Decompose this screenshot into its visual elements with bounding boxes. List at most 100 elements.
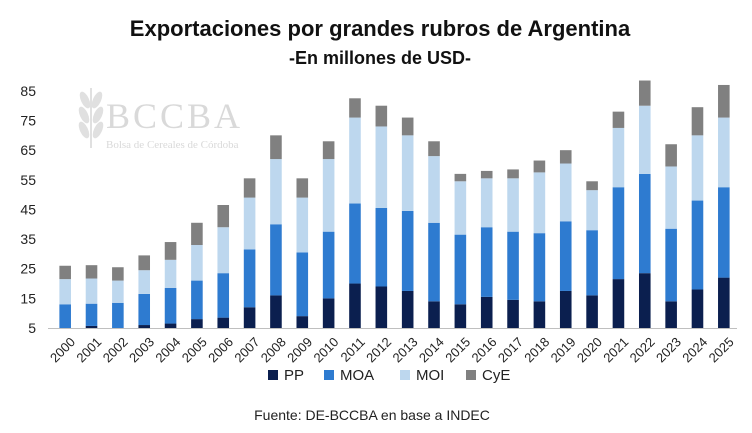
bar-moa-2018: [533, 233, 546, 302]
chart-subtitle: -En millones de USD-: [289, 48, 471, 68]
bar-moa-2003: [138, 293, 151, 326]
bar-cye-2008: [270, 135, 282, 160]
bar-moa-2002: [112, 302, 124, 328]
bar-moi-2009: [296, 197, 309, 253]
source-note: Fuente: DE-BCCBA en base a INDEC: [254, 407, 490, 423]
x-tick-label: 2024: [679, 334, 710, 365]
x-tick-label: 2015: [442, 334, 473, 365]
bar-moi-2016: [480, 178, 493, 228]
bar-cye-2012: [375, 105, 388, 127]
bar-moi-2003: [138, 270, 151, 294]
x-tick-label: 2001: [73, 334, 104, 365]
bar-moi-2023: [665, 166, 677, 229]
bar-moa-2008: [270, 224, 282, 296]
bar-moi-2017: [507, 178, 519, 232]
bar-moi-2014: [428, 156, 440, 223]
bar-moa-2005: [191, 280, 203, 320]
bars: [59, 80, 730, 328]
bar-pp-2008: [270, 295, 282, 328]
legend-label-moi: MOI: [416, 367, 444, 384]
x-tick-label: 2010: [310, 334, 341, 365]
legend-label-pp: PP: [284, 367, 304, 384]
bar-moa-2000: [59, 304, 71, 328]
bar-pp-2015: [454, 304, 467, 328]
bar-cye-2022: [638, 80, 651, 106]
bar-moi-2002: [112, 280, 124, 303]
y-tick-label: 15: [20, 290, 36, 306]
x-tick-label: 2004: [152, 334, 183, 365]
bar-cye-2007: [243, 178, 256, 198]
x-tick-label: 2003: [126, 334, 157, 365]
x-tick-label: 2017: [495, 334, 526, 365]
bar-cye-2009: [296, 178, 309, 198]
bar-moi-2024: [691, 135, 704, 201]
bar-cye-2013: [401, 117, 414, 136]
y-tick-label: 35: [20, 231, 36, 247]
bar-cye-2006: [217, 205, 230, 228]
bar-moa-2020: [586, 230, 598, 296]
bar-pp-2021: [612, 279, 625, 328]
bar-moi-2019: [559, 163, 572, 222]
bar-moi-2025: [718, 117, 730, 188]
bar-moi-2007: [243, 197, 256, 250]
bar-moi-2013: [401, 135, 414, 211]
bar-cye-2011: [349, 98, 361, 118]
bar-cye-2015: [454, 173, 467, 182]
bar-moi-2021: [612, 127, 625, 188]
bar-moi-2008: [270, 159, 282, 225]
bar-pp-2005: [191, 319, 203, 328]
x-tick-label: 2000: [47, 334, 78, 365]
bar-moa-2016: [480, 227, 493, 297]
bar-moa-2013: [401, 210, 414, 291]
y-tick-label: 55: [20, 172, 36, 188]
bar-moa-2022: [638, 173, 651, 274]
y-tick-label: 5: [28, 320, 36, 336]
y-tick-label: 75: [20, 113, 36, 129]
y-tick-label: 25: [20, 261, 36, 277]
bar-moa-2010: [322, 231, 335, 299]
bar-cye-2021: [612, 111, 625, 128]
bar-cye-2002: [112, 267, 124, 281]
x-tick-label: 2020: [574, 334, 605, 365]
bar-moa-2025: [718, 187, 730, 278]
bar-pp-2025: [718, 277, 730, 328]
bar-moi-2000: [59, 279, 71, 305]
bar-pp-2011: [349, 283, 361, 328]
bar-cye-2010: [322, 141, 335, 160]
legend-swatch-cye: [466, 370, 476, 380]
legend-label-moa: MOA: [340, 367, 374, 384]
bar-moi-2010: [322, 159, 335, 232]
bar-moa-2009: [296, 252, 309, 317]
bar-moa-2017: [507, 231, 519, 300]
bar-cye-2000: [59, 265, 71, 280]
bar-moi-2018: [533, 172, 546, 234]
x-tick-label: 2019: [548, 334, 579, 365]
bar-moi-2004: [164, 259, 177, 288]
bar-cye-2003: [138, 255, 151, 271]
bar-pp-2019: [559, 290, 572, 328]
bar-moi-2011: [349, 117, 361, 204]
bar-moa-2024: [691, 200, 704, 290]
bar-moa-2023: [665, 228, 677, 302]
watermark-tagline: Bolsa de Cereales de Córdoba: [106, 139, 239, 151]
x-axis: 2000200120022003200420052006200720082009…: [47, 334, 737, 365]
legend-label-cye: CyE: [482, 367, 510, 384]
bar-moa-2011: [349, 203, 361, 284]
bar-moa-2021: [612, 187, 625, 280]
bar-moi-2012: [375, 126, 388, 208]
bar-cye-2016: [480, 170, 493, 179]
bar-pp-2023: [665, 301, 677, 328]
x-tick-label: 2021: [600, 334, 631, 365]
bar-pp-2022: [638, 273, 651, 328]
bar-moa-2014: [428, 222, 440, 302]
bar-cye-2005: [191, 222, 203, 246]
bar-moi-2022: [638, 105, 651, 174]
bar-moa-2001: [85, 303, 98, 326]
bar-pp-2013: [401, 290, 414, 328]
bar-moa-2012: [375, 207, 388, 287]
legend: PP MOA MOI CyE: [268, 367, 510, 384]
y-axis: 5 15 25 35 45 55 65 75 85: [20, 83, 36, 336]
bar-pp-2012: [375, 286, 388, 328]
bar-cye-2025: [718, 84, 730, 118]
x-tick-label: 2009: [284, 334, 315, 365]
